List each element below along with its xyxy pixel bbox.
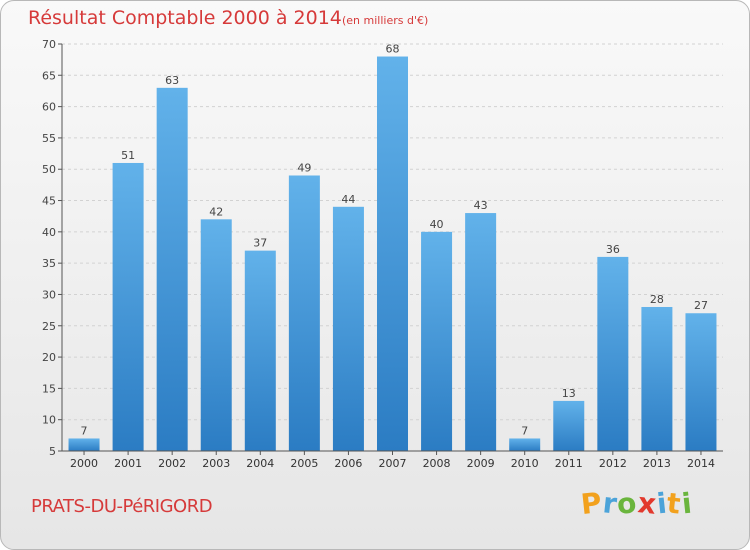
data-label: 43	[474, 199, 488, 212]
x-tick-label: 2002	[158, 457, 186, 470]
x-tick-label: 2000	[70, 457, 98, 470]
data-label: 51	[121, 149, 135, 162]
x-tick-label: 2007	[379, 457, 407, 470]
bar	[156, 87, 188, 451]
data-label: 40	[430, 218, 444, 231]
bar	[641, 306, 673, 451]
y-tick-label: 65	[42, 69, 56, 82]
x-tick-label: 2003	[202, 457, 230, 470]
data-label: 49	[297, 161, 311, 174]
y-tick-label: 30	[42, 288, 56, 301]
chart-title: Résultat Comptable 2000 à 2014	[28, 7, 342, 29]
data-label: 7	[81, 424, 88, 437]
y-tick-label: 5	[49, 445, 56, 458]
y-tick-label: 15	[42, 382, 56, 395]
bar	[509, 438, 541, 451]
data-label: 44	[341, 193, 355, 206]
x-tick-label: 2005	[290, 457, 318, 470]
proxiti-logo: Proxiti	[579, 485, 694, 522]
y-tick-label: 10	[42, 414, 56, 427]
bar	[332, 206, 364, 451]
data-label: 42	[209, 205, 223, 218]
x-tick-label: 2006	[334, 457, 362, 470]
data-label: 28	[650, 293, 664, 306]
data-label: 68	[386, 43, 400, 56]
y-tick-label: 55	[42, 132, 56, 145]
x-tick-label: 2009	[467, 457, 495, 470]
bar	[112, 162, 144, 451]
y-tick-label: 20	[42, 351, 56, 364]
y-tick-label: 25	[42, 320, 56, 333]
y-tick-label: 60	[42, 101, 56, 114]
bar	[465, 213, 497, 451]
x-tick-label: 2014	[687, 457, 715, 470]
data-label: 37	[253, 237, 267, 250]
x-tick-label: 2012	[599, 457, 627, 470]
logo-letter: P	[579, 485, 605, 522]
y-tick-label: 35	[42, 257, 56, 270]
bar	[421, 231, 453, 451]
y-tick-label: 50	[42, 163, 56, 176]
y-tick-label: 45	[42, 195, 56, 208]
axes: 5 10 15 20 25 30 35 40 45 50 55 60 65 70 2000 2001 2002 2…	[42, 38, 723, 470]
bar	[288, 175, 320, 451]
data-label: 63	[165, 74, 179, 87]
x-tick-label: 2001	[114, 457, 142, 470]
x-tick-label: 2008	[423, 457, 451, 470]
data-label: 13	[562, 387, 576, 400]
chart-subtitle: (en milliers d'€)	[342, 14, 429, 27]
x-tick-label: 2004	[246, 457, 274, 470]
bars: 7 51 63 42 37 49 44 68 40 43 7 13 36 28 27	[68, 43, 717, 452]
bar	[244, 250, 276, 451]
logo-letter: i	[679, 486, 694, 521]
bar	[200, 219, 232, 451]
x-tick-label: 2010	[511, 457, 539, 470]
data-label: 7	[521, 424, 528, 437]
y-tick-label: 70	[42, 38, 56, 51]
data-label: 36	[606, 243, 620, 256]
bar	[597, 256, 629, 451]
bar	[377, 56, 408, 452]
data-label: 27	[694, 299, 708, 312]
y-tick-label: 40	[42, 226, 56, 239]
bar	[68, 438, 100, 451]
x-tick-label: 2011	[555, 457, 583, 470]
bar	[553, 400, 585, 451]
commune-name: PRATS-DU-PéRIGORD	[31, 496, 213, 517]
bar	[685, 313, 717, 451]
x-tick-label: 2013	[643, 457, 671, 470]
